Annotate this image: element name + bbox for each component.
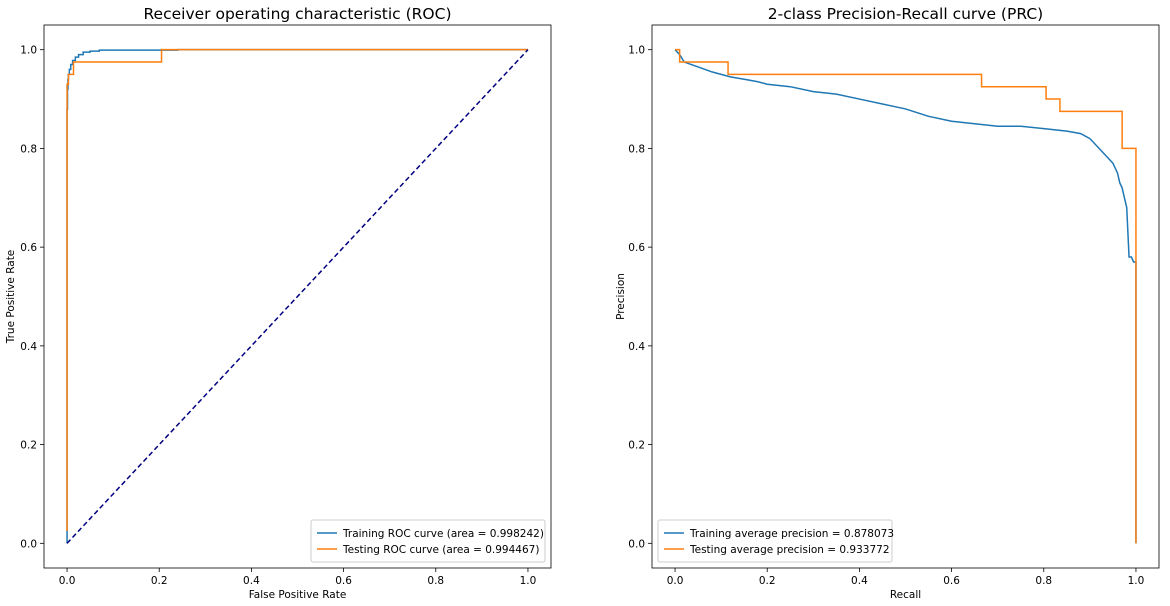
legend: Training average precision = 0.878073 Tes… xyxy=(657,519,894,563)
series-line-2 xyxy=(675,48,1137,544)
x-tick-label: 0.8 xyxy=(427,575,444,587)
y-axis-label: True Positive Rate xyxy=(5,250,17,345)
x-tick-label: 0.2 xyxy=(151,575,168,587)
x-tick-label: 0.4 xyxy=(851,575,868,587)
y-tick-label: 0.8 xyxy=(20,143,37,155)
y-tick-label: 0.6 xyxy=(20,242,37,254)
y-tick-label: 1.0 xyxy=(20,45,37,57)
x-tick-label: 1.0 xyxy=(1128,575,1145,587)
legend: Training ROC curve (area = 0.998242) Test… xyxy=(310,519,546,563)
x-tick-label: 0.6 xyxy=(335,575,352,587)
legend-label: Testing ROC curve (area = 0.994467) xyxy=(342,544,539,556)
series-line-2 xyxy=(66,48,528,531)
chart-panel-1: Receiver operating characteristic (ROC) 0… xyxy=(5,5,552,601)
diagonal-reference-line xyxy=(66,49,529,544)
y-tick-label: 0.8 xyxy=(628,143,645,155)
y-tick-label: 0.2 xyxy=(628,440,645,452)
x-tick-label: 0.8 xyxy=(1035,575,1052,587)
legend-label: Training average precision = 0.878073 xyxy=(689,528,894,540)
x-tick-label: 0.0 xyxy=(59,575,76,587)
plot-frame xyxy=(651,24,1160,569)
series-line-1 xyxy=(66,48,528,544)
x-axis-label: False Positive Rate xyxy=(249,589,347,601)
y-axis-label: Precision xyxy=(615,273,627,320)
x-tick-label: 1.0 xyxy=(520,575,537,587)
x-tick-label: 0.4 xyxy=(243,575,260,587)
legend-label: Testing average precision = 0.933772 xyxy=(689,544,890,556)
chart-title: 2-class Precision-Recall curve (PRC) xyxy=(768,5,1043,23)
y-tick-label: 0.6 xyxy=(628,242,645,254)
plot-frame xyxy=(43,24,552,569)
x-axis-label: Recall xyxy=(890,589,921,601)
x-tick-label: 0.6 xyxy=(943,575,960,587)
y-tick-label: 0.0 xyxy=(628,538,645,550)
chart-title: Receiver operating characteristic (ROC) xyxy=(143,5,451,23)
x-tick-label: 0.2 xyxy=(759,575,776,587)
x-tick-label: 0.0 xyxy=(667,575,684,587)
y-tick-label: 0.4 xyxy=(628,341,645,353)
y-tick-label: 1.0 xyxy=(628,45,645,57)
legend-box xyxy=(310,519,546,563)
y-tick-label: 0.0 xyxy=(20,538,37,550)
legend-label: Training ROC curve (area = 0.998242) xyxy=(342,528,544,540)
y-tick-label: 0.4 xyxy=(20,341,37,353)
chart-panel-2: 2-class Precision-Recall curve (PRC) 0.0 0… xyxy=(615,5,1160,601)
series-line-1 xyxy=(674,49,1137,544)
legend-box xyxy=(657,519,893,563)
y-tick-label: 0.2 xyxy=(20,440,37,452)
